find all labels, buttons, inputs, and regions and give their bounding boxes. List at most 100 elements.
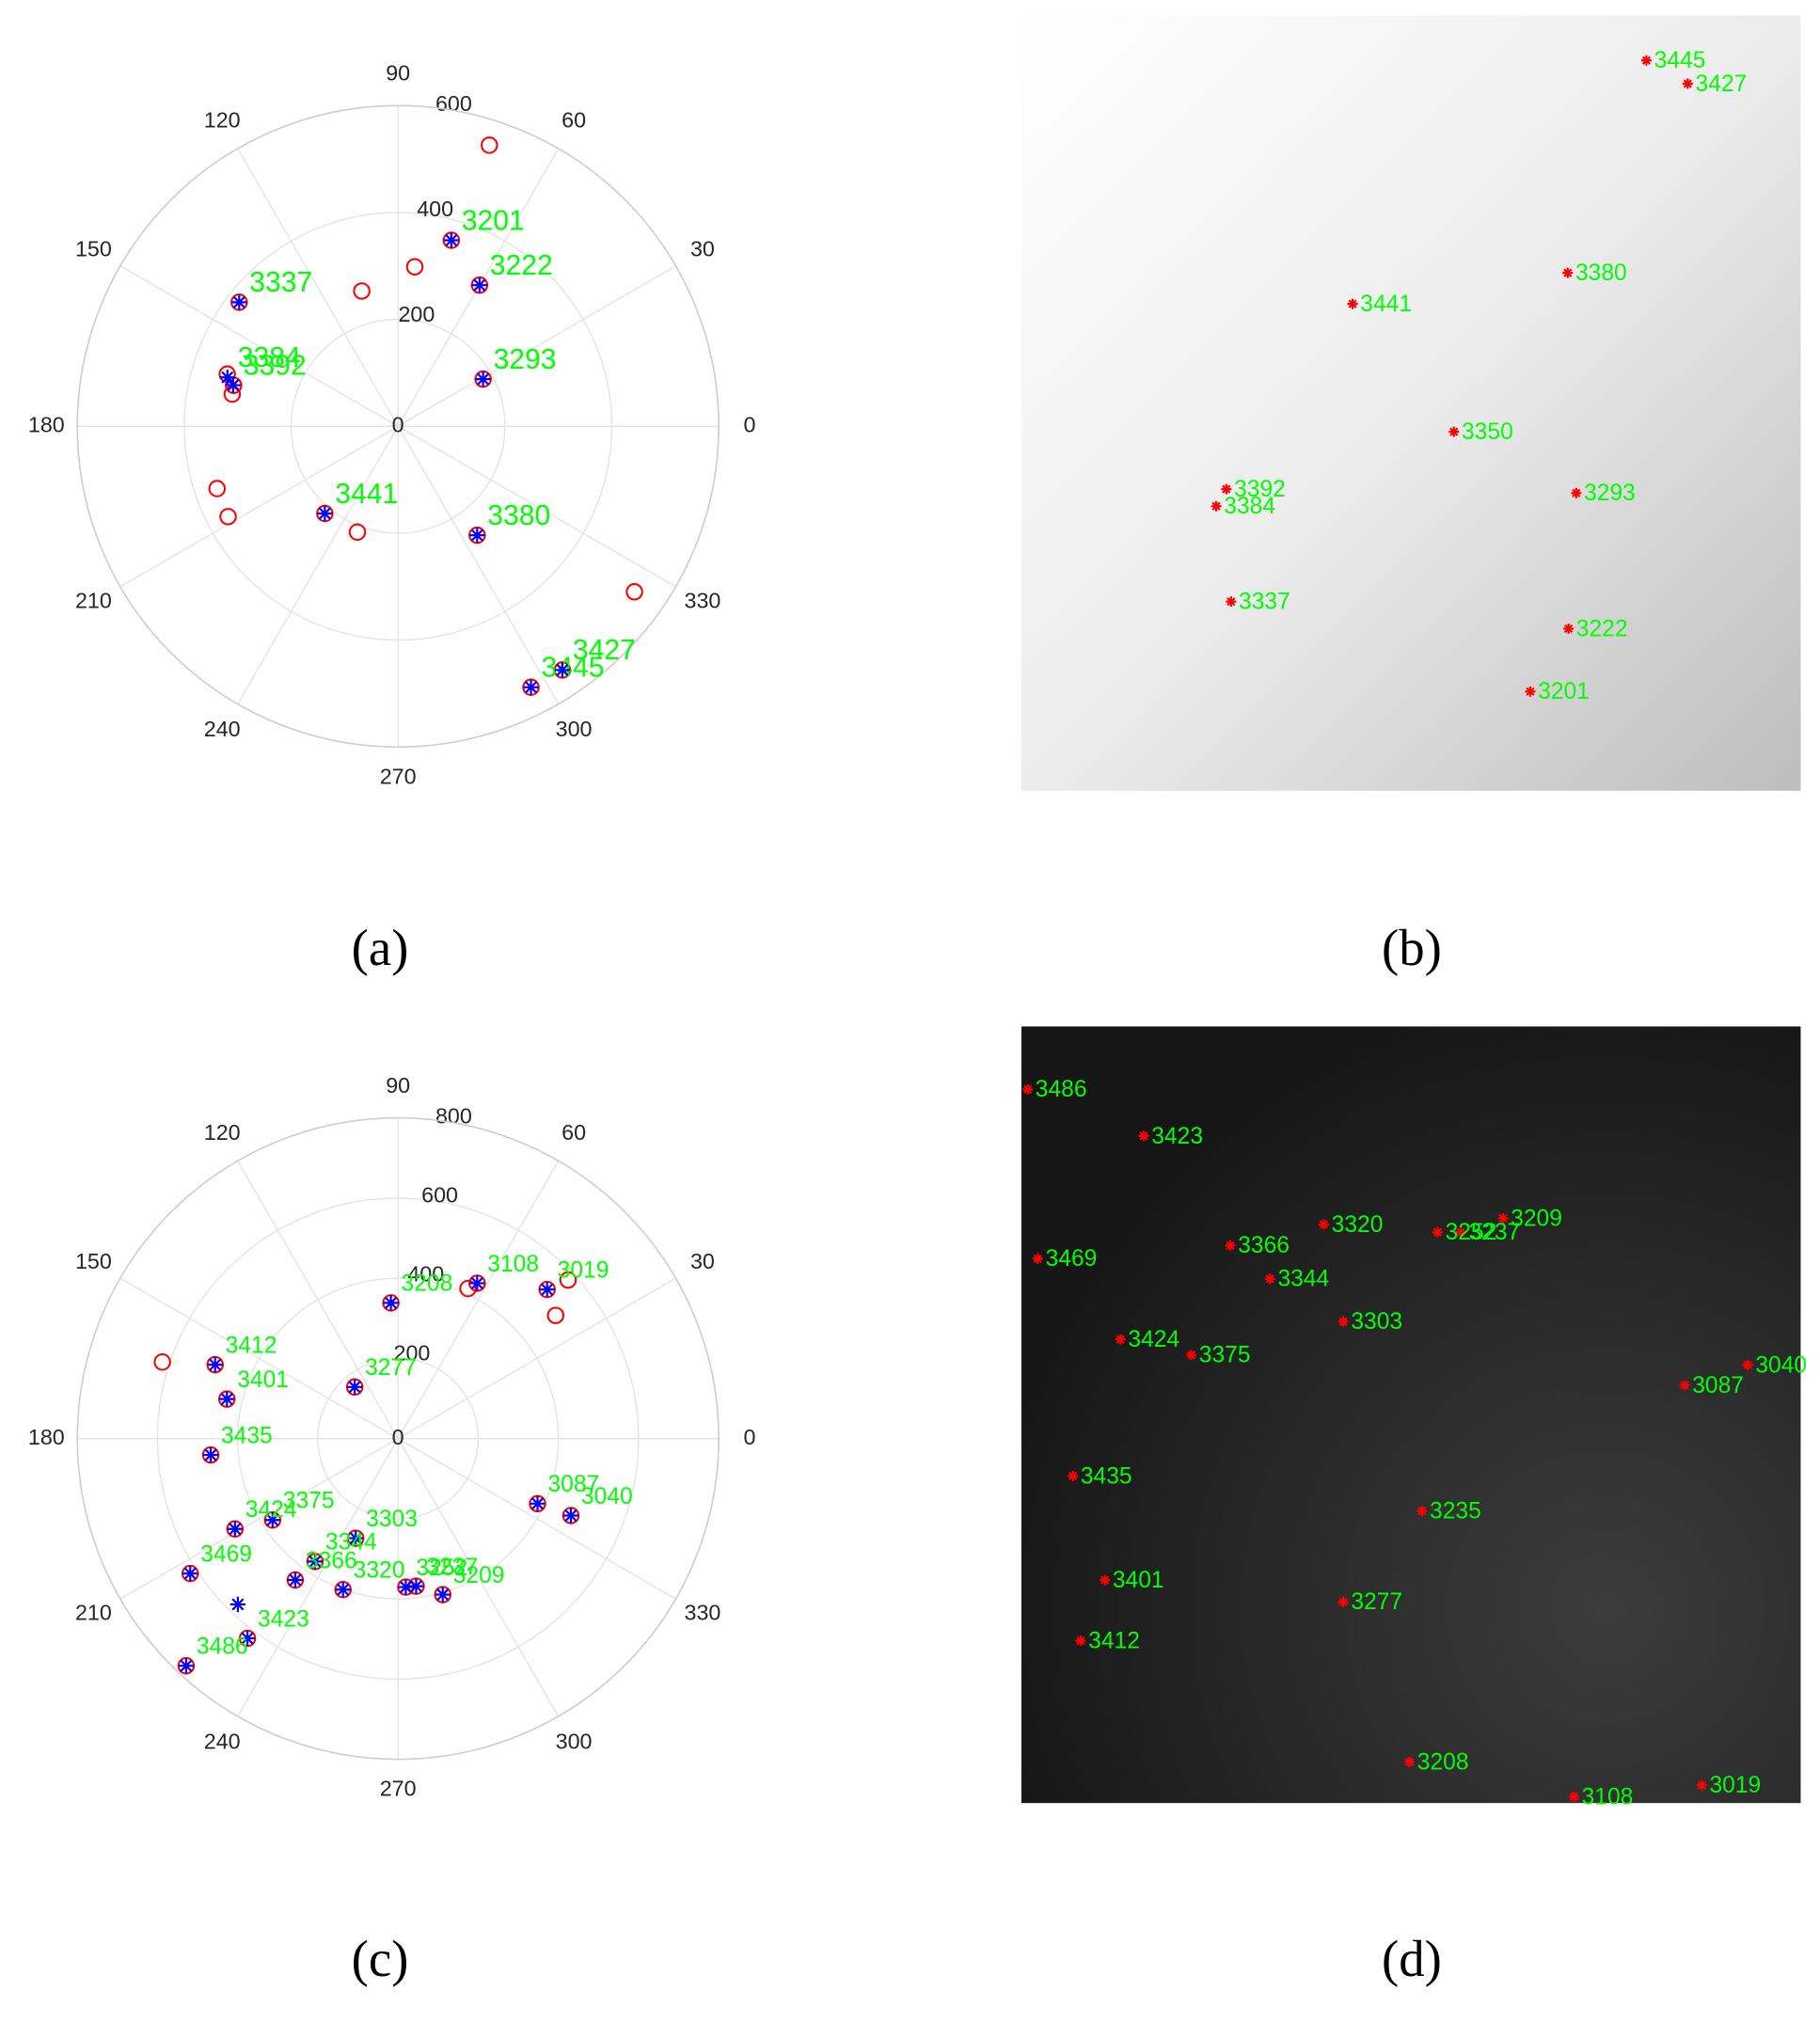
asterisk-stroke bbox=[1563, 624, 1574, 634]
point-label: 3237 bbox=[426, 1555, 478, 1580]
theta-tick-label: 180 bbox=[28, 1425, 65, 1449]
star-marker bbox=[1696, 1779, 1707, 1791]
theta-tick-label: 150 bbox=[75, 1249, 112, 1273]
star-marker bbox=[1211, 500, 1222, 512]
point-label: 3392 bbox=[244, 350, 307, 381]
star-marker bbox=[1337, 1596, 1349, 1607]
point-label: 3366 bbox=[306, 1548, 357, 1573]
star-marker bbox=[1318, 1219, 1329, 1230]
theta-tick-label: 30 bbox=[690, 237, 715, 261]
theta-grid-line bbox=[237, 148, 399, 427]
r-tick-label: 600 bbox=[435, 91, 472, 116]
asterisk-marker bbox=[443, 232, 460, 248]
point-label: 3344 bbox=[325, 1530, 377, 1556]
star-label: 3087 bbox=[1692, 1373, 1744, 1398]
star-marker bbox=[1186, 1350, 1197, 1361]
star-marker bbox=[1416, 1506, 1428, 1517]
theta-tick-label: 120 bbox=[204, 1120, 241, 1145]
asterisk-marker bbox=[287, 1572, 304, 1588]
point-label: 3320 bbox=[354, 1558, 405, 1584]
star-label: 3486 bbox=[1036, 1077, 1087, 1102]
r-tick-label: 0 bbox=[392, 412, 404, 436]
asterisk-stroke bbox=[1683, 79, 1692, 88]
panel-caption: (d) bbox=[1382, 1930, 1442, 1987]
star-marker bbox=[1742, 1359, 1753, 1370]
r-grid-ring bbox=[317, 1357, 480, 1520]
point-label: 3087 bbox=[547, 1472, 599, 1497]
point-label: 3486 bbox=[197, 1635, 248, 1660]
asterisk-marker bbox=[471, 276, 488, 293]
theta-tick-label: 30 bbox=[690, 1249, 715, 1273]
point-label: 3293 bbox=[494, 344, 557, 375]
circle-marker bbox=[559, 1271, 578, 1289]
asterisk-marker bbox=[554, 662, 571, 678]
asterisk-stroke bbox=[266, 1513, 279, 1526]
circle-marker bbox=[405, 258, 424, 276]
star-marker bbox=[1225, 1240, 1236, 1251]
theta-tick-label: 0 bbox=[744, 1425, 756, 1449]
theta-tick-label: 300 bbox=[556, 717, 593, 741]
theta-tick-label: 330 bbox=[685, 1601, 721, 1625]
asterisk-stroke bbox=[1226, 1240, 1235, 1250]
circle-marker bbox=[459, 1279, 477, 1298]
asterisk-stroke bbox=[477, 372, 490, 386]
asterisk-stroke bbox=[1139, 1131, 1148, 1141]
circle-marker bbox=[625, 583, 643, 601]
asterisk-marker bbox=[227, 1521, 244, 1537]
asterisk-stroke bbox=[399, 1581, 412, 1594]
theta-tick-label: 270 bbox=[380, 764, 417, 788]
asterisk-marker bbox=[562, 1508, 579, 1524]
panel-caption: (c) bbox=[352, 1930, 409, 1987]
panel-caption: (a) bbox=[352, 919, 409, 976]
point-label: 3252 bbox=[416, 1556, 467, 1581]
asterisk-stroke bbox=[470, 1276, 483, 1289]
asterisk-stroke bbox=[1697, 1780, 1706, 1790]
asterisk-stroke bbox=[1116, 1335, 1125, 1344]
star-label: 3350 bbox=[1462, 419, 1513, 445]
asterisk-stroke bbox=[436, 1588, 450, 1602]
asterisk-marker bbox=[475, 371, 491, 387]
theta-grid-line bbox=[397, 265, 676, 427]
asterisk-stroke bbox=[1068, 1471, 1078, 1481]
asterisk-stroke bbox=[232, 295, 245, 308]
star-marker bbox=[1221, 483, 1232, 495]
asterisk-marker bbox=[307, 1554, 324, 1570]
asterisk-stroke bbox=[180, 1659, 193, 1672]
theta-grid-line bbox=[119, 425, 399, 588]
point-label: 3201 bbox=[462, 205, 525, 236]
polar-outline bbox=[76, 1116, 720, 1761]
asterisk-stroke bbox=[564, 1509, 578, 1523]
star-marker bbox=[1022, 1083, 1034, 1095]
star-label: 3384 bbox=[1224, 494, 1275, 519]
asterisk-stroke bbox=[241, 1632, 254, 1645]
star-label: 3303 bbox=[1351, 1309, 1402, 1335]
theta-tick-label: 300 bbox=[556, 1730, 593, 1754]
asterisk-stroke bbox=[1338, 1597, 1348, 1606]
asterisk-stroke bbox=[1417, 1507, 1427, 1516]
polar-chart: 0 30 60 90 120 150 180 210 240 270 300 330 0 200 400 60… bbox=[28, 1073, 756, 1801]
point-label: 3469 bbox=[200, 1541, 252, 1567]
asterisk-stroke bbox=[1641, 55, 1652, 65]
point-label: 3019 bbox=[558, 1257, 609, 1283]
asterisk-stroke bbox=[1569, 1792, 1578, 1802]
point-label: 3277 bbox=[365, 1355, 417, 1381]
r-tick-label: 400 bbox=[417, 197, 453, 221]
asterisk-marker bbox=[346, 1379, 363, 1396]
asterisk-stroke bbox=[1348, 299, 1357, 308]
theta-tick-label: 120 bbox=[204, 108, 241, 133]
asterisk-stroke bbox=[209, 1358, 222, 1371]
circle-marker bbox=[481, 136, 499, 154]
asterisk-stroke bbox=[221, 371, 234, 384]
point-label: 3423 bbox=[258, 1606, 309, 1632]
point-label: 3108 bbox=[487, 1252, 539, 1277]
star-label: 3412 bbox=[1088, 1628, 1140, 1653]
circle-marker bbox=[208, 480, 227, 498]
asterisk-stroke bbox=[1456, 1227, 1465, 1237]
star-marker bbox=[1347, 298, 1358, 309]
asterisk-marker bbox=[219, 1391, 235, 1407]
star-marker bbox=[1525, 686, 1536, 697]
star-marker bbox=[1568, 1792, 1579, 1803]
asterisk-stroke bbox=[1222, 484, 1231, 494]
asterisk-marker bbox=[383, 1295, 399, 1311]
